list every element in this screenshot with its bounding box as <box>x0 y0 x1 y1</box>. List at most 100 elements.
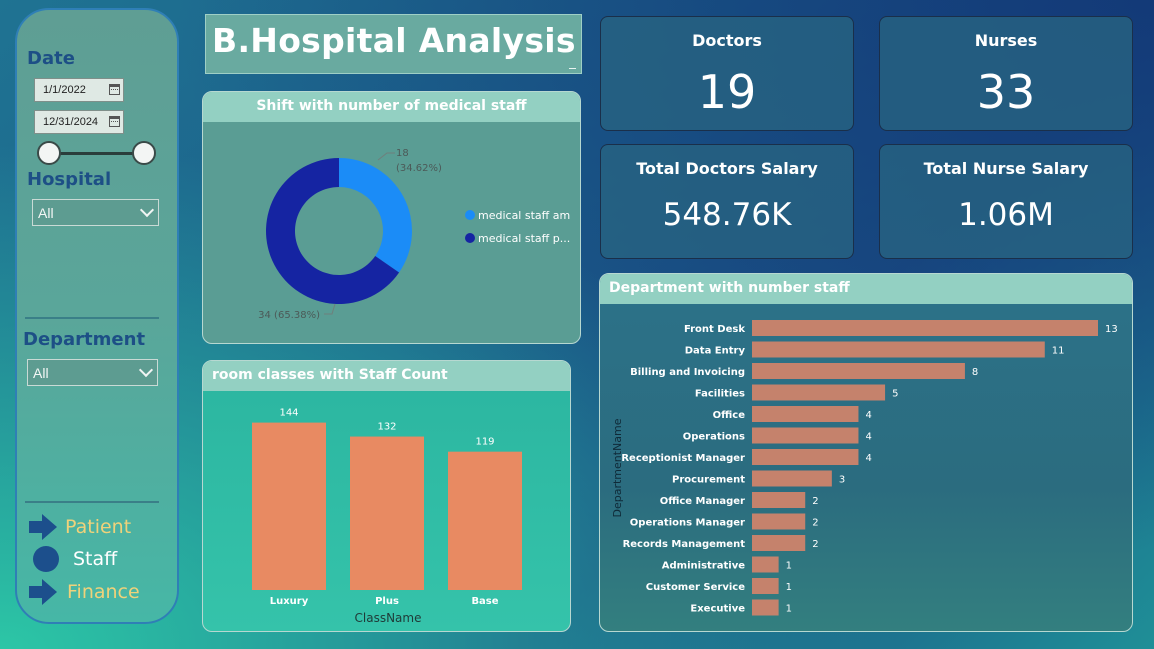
calendar-icon[interactable] <box>109 84 120 95</box>
legend-marker <box>465 210 475 220</box>
arrow-right-icon <box>29 579 57 605</box>
page-title: B.Hospital Analysis <box>212 21 576 60</box>
dashboard-title-box: B.Hospital Analysis <box>205 14 582 74</box>
room-classes-bar-chart: 144 Luxury 132 Plus 119 Base ClassName <box>252 408 522 625</box>
department-bar-value-label: 5 <box>892 389 898 400</box>
date-range-slider-track[interactable] <box>47 152 145 155</box>
department-bar[interactable] <box>752 320 1098 336</box>
legend-entry: medical staff p... <box>478 232 570 245</box>
department-bar-value-label: 1 <box>786 604 792 615</box>
kpi-nurses-value: 33 <box>976 65 1036 119</box>
department-bar[interactable] <box>752 341 1045 358</box>
nav-staff[interactable]: Staff <box>29 544 117 574</box>
department-category-label: Billing and Invoicing <box>630 367 745 378</box>
donut-slice-pct-label: (34.62%) <box>396 163 442 174</box>
room-classes-panel: room classes with Staff Count 144 Luxury 1… <box>202 360 571 632</box>
department-bar-value-label: 4 <box>865 432 871 443</box>
arrow-right-icon <box>29 514 57 540</box>
kpi-nurse-salary-value: 1.06M <box>958 197 1054 233</box>
sidebar-divider <box>25 317 159 319</box>
department-category-label: Procurement <box>672 475 745 486</box>
kpi-doctors-label: Doctors <box>692 31 762 50</box>
room-bar[interactable] <box>350 436 424 590</box>
department-bar[interactable] <box>752 556 779 573</box>
dept-chart-title: Department with number staff <box>600 274 1132 304</box>
nav-finance[interactable]: Finance <box>29 577 140 607</box>
room-chart-xlabel: ClassName <box>355 611 422 625</box>
start-date-input[interactable]: 1/1/2022 <box>34 78 124 102</box>
department-category-label: Office <box>713 410 746 421</box>
room-category-label: Luxury <box>270 596 309 607</box>
department-bar[interactable] <box>752 406 859 422</box>
donut-slice[interactable] <box>266 158 400 304</box>
department-bar-value-label: 4 <box>865 410 871 421</box>
department-bar[interactable] <box>752 535 806 551</box>
legend-marker <box>465 233 475 243</box>
department-bar-value-label: 4 <box>865 453 871 464</box>
donut-chart: 18 (34.62%) 34 (65.38%) medical staff am me… <box>258 148 570 321</box>
department-bar-value-label: 1 <box>786 561 792 572</box>
department-bar[interactable] <box>752 384 886 401</box>
kpi-doctors-salary-label: Total Doctors Salary <box>636 159 818 178</box>
department-filter-label: Department <box>23 329 146 350</box>
department-bar-value-label: 8 <box>972 367 978 378</box>
department-category-label: Operations <box>683 432 745 443</box>
circle-icon <box>33 546 59 572</box>
room-bar[interactable] <box>252 422 326 590</box>
department-category-label: Records Management <box>623 539 746 550</box>
nav-patient[interactable]: Patient <box>29 512 131 542</box>
shift-donut-panel: Shift with number of medical staff 18 (34… <box>202 91 581 344</box>
donut-slice-label: 18 <box>396 148 409 159</box>
department-category-label: Data Entry <box>685 346 746 357</box>
end-date-input[interactable]: 12/31/2024 <box>34 110 124 134</box>
room-bar-value-label: 144 <box>279 408 298 419</box>
donut-slice-label: 34 (65.38%) <box>258 310 320 321</box>
department-bar[interactable] <box>752 513 806 530</box>
department-bar[interactable] <box>752 578 779 594</box>
date-slider-start-handle[interactable] <box>37 141 61 165</box>
department-bar[interactable] <box>752 449 859 465</box>
department-bar[interactable] <box>752 363 965 379</box>
room-bar-value-label: 119 <box>475 437 494 448</box>
calendar-icon[interactable] <box>109 116 120 127</box>
department-dropdown[interactable]: All <box>27 359 158 386</box>
room-chart-title: room classes with Staff Count <box>203 361 570 391</box>
kpi-card-nurse-salary: Total Nurse Salary 1.06M <box>879 144 1133 259</box>
title-underscore-mark <box>569 68 576 69</box>
department-category-label: Receptionist Manager <box>621 453 745 464</box>
department-bar[interactable] <box>752 599 779 616</box>
chevron-down-icon <box>139 202 155 218</box>
end-date-value: 12/31/2024 <box>43 116 99 128</box>
room-bar-value-label: 132 <box>377 422 396 433</box>
department-category-label: Operations Manager <box>630 518 745 529</box>
department-category-label: Facilities <box>695 389 745 400</box>
department-bar[interactable] <box>752 470 832 487</box>
date-filter-label: Date <box>27 48 75 69</box>
department-bar[interactable] <box>752 492 806 508</box>
chevron-down-icon <box>138 362 154 378</box>
department-bar-value-label: 2 <box>812 539 818 550</box>
department-bar-value-label: 11 <box>1052 346 1065 357</box>
donut-leader-line <box>377 152 395 161</box>
filter-sidebar: Date 1/1/2022 12/31/2024 Hospital All De… <box>15 8 179 624</box>
donut-chart-title: Shift with number of medical staff <box>203 92 580 122</box>
department-category-label: Front Desk <box>684 324 745 335</box>
kpi-doctors-salary-value: 548.76K <box>662 197 792 233</box>
department-category-label: Administrative <box>662 561 745 572</box>
department-bar[interactable] <box>752 427 859 444</box>
date-slider-end-handle[interactable] <box>132 141 156 165</box>
hospital-dropdown-value: All <box>38 205 54 221</box>
start-date-value: 1/1/2022 <box>43 84 86 96</box>
hospital-dropdown[interactable]: All <box>32 199 159 226</box>
legend-entry: medical staff am <box>478 209 570 222</box>
room-bar[interactable] <box>448 451 522 590</box>
department-bar-value-label: 2 <box>812 496 818 507</box>
nav-staff-label: Staff <box>73 548 118 570</box>
donut-slice[interactable] <box>339 158 412 273</box>
department-panel: Department with number staff DepartmentN… <box>599 273 1133 632</box>
department-category-label: Customer Service <box>646 582 745 593</box>
room-category-label: Plus <box>375 596 399 607</box>
donut-leader-line <box>324 303 336 315</box>
department-bar-value-label: 3 <box>839 475 845 486</box>
